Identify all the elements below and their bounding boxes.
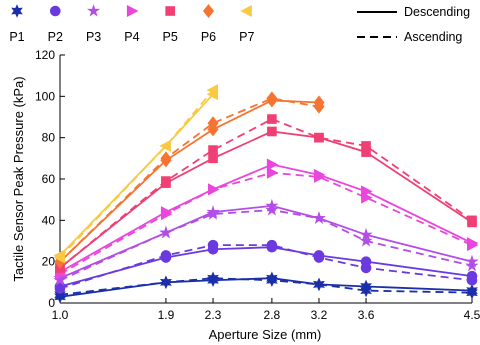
- y-tick-label: 40: [42, 213, 56, 227]
- plot-area: [53, 84, 479, 304]
- ascending-point-p3: [465, 258, 479, 272]
- legend-label-p3: P3: [86, 30, 101, 44]
- x-tick-label: 3.6: [358, 308, 375, 322]
- descending-point-p3: [465, 254, 479, 268]
- x-tick-label: 2.3: [205, 308, 222, 322]
- series-p7: [53, 84, 219, 264]
- descending-point-p1: [360, 279, 372, 294]
- descending-point-p1: [466, 283, 478, 298]
- axes: 1.0 1.9 2.3 2.8 3.2 3.6 4.5 0 20 40 60 80 100 120: [35, 48, 480, 322]
- legend-marker-p3: [86, 4, 101, 17]
- descending-line-p7: [59, 93, 214, 257]
- ascending-line-p4: [59, 171, 473, 275]
- legend-label-descending: Descending: [404, 5, 470, 19]
- descending-point-p2: [466, 270, 478, 282]
- x-tick-label: 4.5: [464, 308, 480, 322]
- descending-point-p5: [161, 178, 171, 188]
- descending-point-p2: [313, 250, 325, 261]
- descending-point-p3: [359, 227, 373, 241]
- legend-marker-p4: [126, 5, 139, 17]
- ascending-point-p3: [359, 234, 373, 247]
- descending-point-p3: [159, 225, 173, 239]
- descending-point-p5: [467, 217, 477, 228]
- x-axis-label: Aperture Size (mm): [209, 327, 322, 342]
- descending-point-p1: [160, 275, 172, 290]
- ascending-point-p5: [267, 114, 277, 124]
- y-axis-label: Tactile Sensor Peak Pressure (kPa): [11, 76, 26, 281]
- descending-point-p6: [313, 95, 325, 110]
- ascending-point-p5: [361, 141, 371, 151]
- descending-point-p2: [360, 256, 372, 267]
- y-tick-label: 0: [48, 296, 55, 310]
- x-tick-label: 1.9: [158, 308, 175, 322]
- descending-point-p1: [266, 271, 278, 285]
- series-p3: [53, 198, 479, 286]
- series-p6: [54, 91, 325, 269]
- descending-point-p1: [207, 273, 219, 287]
- descending-point-p7: [206, 88, 219, 101]
- descending-point-p5: [208, 153, 218, 164]
- legend-label-p7: P7: [239, 30, 254, 44]
- ascending-point-p5: [208, 145, 218, 155]
- descending-point-p4: [313, 168, 326, 181]
- legend-marker-p7: [240, 5, 252, 17]
- descending-point-p5: [267, 126, 277, 137]
- ascending-point-p4: [266, 166, 279, 179]
- y-tick-label: 100: [35, 89, 55, 103]
- descending-line-p1: [59, 277, 473, 298]
- y-tick-label: 80: [42, 131, 56, 145]
- descending-point-p2: [266, 241, 278, 253]
- descending-point-p6: [160, 153, 172, 168]
- descending-point-p3: [53, 271, 67, 284]
- series-p2: [54, 239, 478, 294]
- ascending-line-p7: [59, 89, 214, 259]
- legend-label-p6: P6: [201, 30, 216, 44]
- descending-point-p4: [266, 158, 279, 171]
- x-tick-label: 1.0: [52, 308, 69, 322]
- series-p4: [55, 158, 479, 281]
- descending-point-p1: [54, 290, 66, 304]
- ascending-line-p1: [59, 277, 473, 296]
- descending-point-p2: [160, 252, 172, 263]
- descending-point-p6: [266, 93, 278, 108]
- y-tick-label: 60: [42, 172, 56, 186]
- legend-label-ascending: Ascending: [404, 30, 462, 44]
- descending-point-p6: [54, 254, 66, 269]
- y-tick-label: 20: [42, 255, 56, 269]
- legend-marker-p6: [203, 4, 214, 18]
- legend-label-p4: P4: [124, 30, 139, 44]
- descending-point-p4: [160, 206, 173, 219]
- descending-point-p6: [207, 122, 219, 137]
- descending-point-p5: [314, 132, 324, 143]
- series-p5: [55, 114, 477, 273]
- descending-point-p4: [361, 185, 373, 198]
- legend-label-p2: P2: [48, 30, 63, 44]
- descending-point-p3: [206, 205, 220, 218]
- legend: P1 P2 P3 P4 P5 P6 P7 Descending Ascending: [9, 4, 470, 44]
- legend-marker-p1: [11, 4, 23, 18]
- y-tick-label: 120: [35, 48, 55, 62]
- descending-point-p5: [361, 147, 371, 157]
- descending-point-p1: [313, 277, 325, 292]
- ascending-point-p3: [265, 203, 279, 216]
- descending-point-p7: [159, 139, 171, 152]
- descending-point-p4: [467, 237, 479, 250]
- descending-point-p7: [53, 249, 65, 262]
- series-p1: [54, 271, 478, 304]
- legend-marker-p5: [165, 6, 175, 16]
- x-tick-label: 3.2: [311, 308, 328, 322]
- x-tick-label: 2.8: [264, 308, 281, 322]
- descending-point-p3: [312, 211, 326, 224]
- legend-label-p5: P5: [163, 30, 178, 44]
- descending-point-p3: [265, 198, 279, 212]
- descending-point-p2: [207, 243, 219, 255]
- legend-label-p1: P1: [9, 30, 24, 44]
- descending-point-p4: [208, 183, 220, 196]
- legend-marker-p2: [50, 5, 61, 17]
